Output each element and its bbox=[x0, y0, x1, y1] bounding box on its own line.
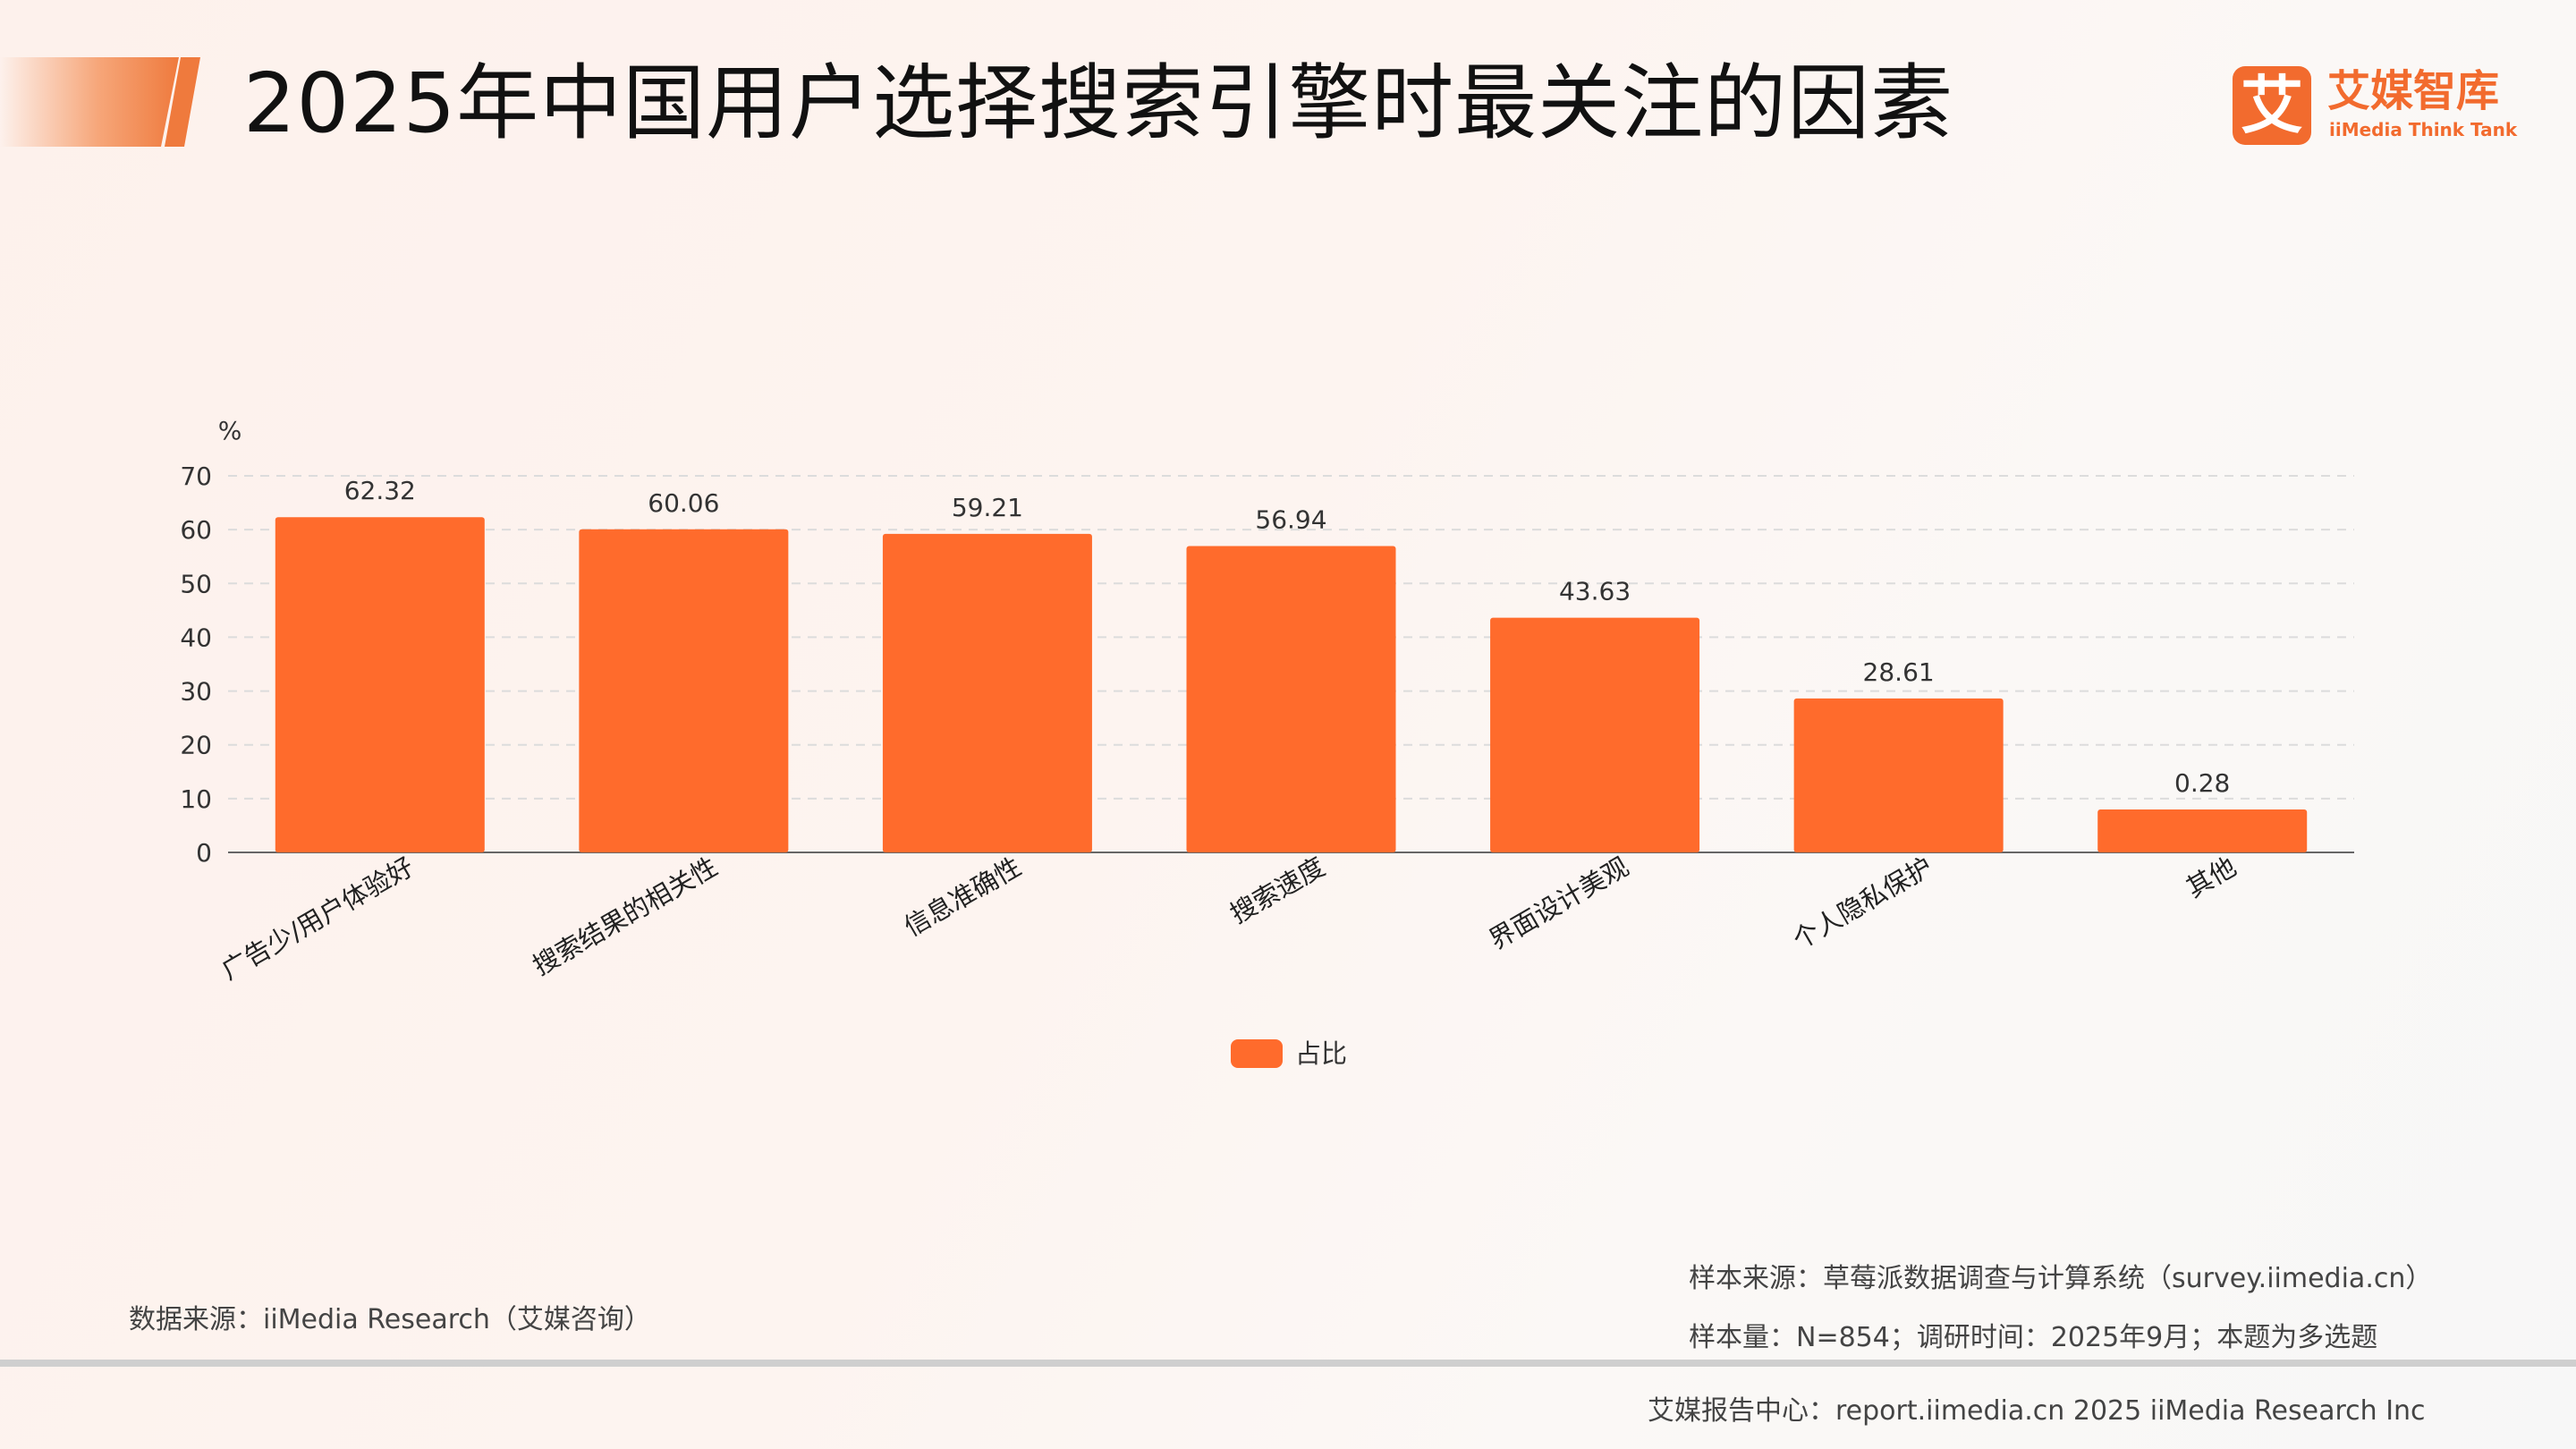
sample-info-note: 样本量：N=854；调研时间：2025年9月；本题为多选题 bbox=[1689, 1322, 2378, 1353]
y-tick-label: 30 bbox=[180, 677, 212, 707]
bar bbox=[1793, 698, 2004, 852]
sample-source-note: 样本来源：草莓派数据调查与计算系统（survey.iimedia.cn） bbox=[1689, 1263, 2433, 1294]
bar bbox=[1490, 617, 1700, 852]
y-tick-label: 20 bbox=[180, 731, 212, 760]
legend-swatch bbox=[1231, 1039, 1283, 1068]
report-center-note: 艾媒报告中心：report.iimedia.cn 2025 iiMedia Re… bbox=[1648, 1395, 2426, 1427]
title-accent-bar bbox=[0, 57, 179, 147]
data-label: 60.06 bbox=[648, 488, 719, 518]
data-label: 43.63 bbox=[1559, 577, 1631, 606]
y-tick-label: 50 bbox=[180, 569, 212, 598]
bar bbox=[2097, 809, 2308, 852]
bar bbox=[1186, 546, 1396, 852]
y-tick-label: 60 bbox=[180, 515, 212, 545]
legend-label: 占比 bbox=[1295, 1038, 1348, 1069]
x-tick-label: 信息准确性 bbox=[899, 852, 1027, 943]
y-tick-label: 0 bbox=[196, 838, 212, 868]
logo-name-en: iiMedia Think Tank bbox=[2329, 119, 2518, 140]
x-tick-label: 搜索速度 bbox=[1225, 852, 1330, 929]
data-label: 59.21 bbox=[952, 493, 1023, 522]
data-source-note: 数据来源：iiMedia Research（艾媒咨询） bbox=[129, 1304, 651, 1335]
footer-divider bbox=[0, 1360, 2576, 1367]
brand-logo: 艾 艾媒智库 iiMedia Think Tank bbox=[2233, 63, 2517, 148]
x-tick-label: 广告少/用户体验好 bbox=[216, 852, 419, 986]
x-tick-label: 个人隐私保护 bbox=[1787, 852, 1937, 955]
data-label: 28.61 bbox=[1863, 657, 1935, 687]
y-tick-label: 10 bbox=[180, 784, 212, 814]
data-label: 0.28 bbox=[2174, 768, 2230, 798]
page-title: 2025年中国用户选择搜索引擎时最关注的因素 bbox=[243, 55, 1954, 151]
bar bbox=[579, 529, 789, 852]
y-tick-label: 40 bbox=[180, 623, 212, 652]
x-tick-label: 搜索结果的相关性 bbox=[528, 852, 723, 981]
bar bbox=[275, 517, 485, 852]
data-label: 62.32 bbox=[344, 476, 416, 505]
y-axis-unit-label: % bbox=[218, 416, 242, 445]
logo-mark-icon: 艾 bbox=[2233, 66, 2311, 145]
logo-name-cn: 艾媒智库 bbox=[2327, 66, 2500, 116]
bar bbox=[882, 533, 1092, 852]
y-tick-label: 70 bbox=[180, 462, 212, 491]
x-tick-label: 其他 bbox=[2181, 852, 2241, 903]
data-label: 56.94 bbox=[1255, 505, 1326, 535]
x-tick-label: 界面设计美观 bbox=[1484, 852, 1634, 955]
